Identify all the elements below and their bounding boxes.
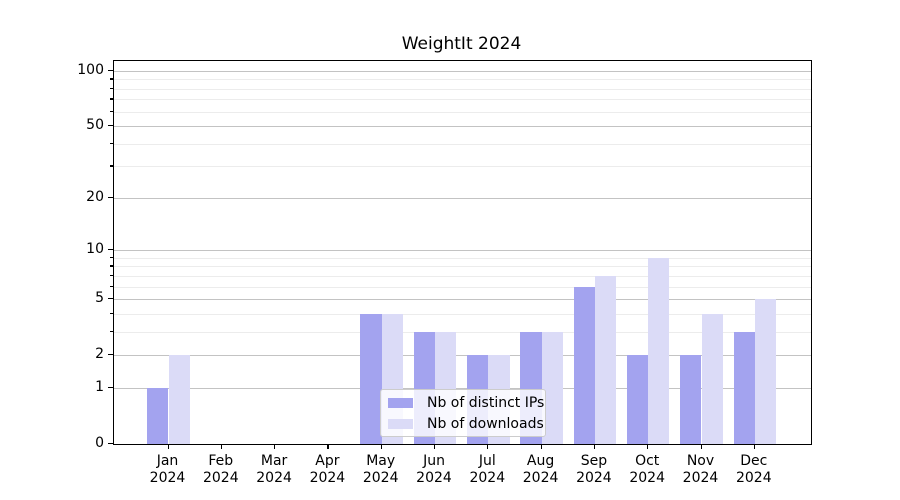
plot-area: Nb of distinct IPs Nb of downloads <box>113 60 812 445</box>
gridline-minor <box>114 266 811 268</box>
bar-downloads-oct <box>648 257 670 444</box>
gridline-major <box>114 355 811 357</box>
y-tick-mark-minor <box>110 274 113 277</box>
gridline-major <box>114 299 811 301</box>
bar-downloads-aug <box>541 331 563 444</box>
x-tick-mark <box>700 444 702 449</box>
y-tick-label: 5 <box>95 290 104 307</box>
y-tick-mark-minor <box>110 312 113 315</box>
gridline-minor <box>114 111 811 113</box>
y-tick-mark-minor <box>110 285 113 287</box>
x-tick-label-jul: Jul 2024 <box>469 453 506 486</box>
chart-title: WeightIt 2024 <box>401 34 522 54</box>
x-tick-mark <box>540 444 542 449</box>
x-tick-mark <box>274 444 276 449</box>
legend-item-downloads: Nb of downloads <box>388 416 544 432</box>
x-tick-mark <box>434 444 436 449</box>
y-tick-mark-minor <box>110 256 113 259</box>
gridline-major <box>114 250 811 252</box>
y-tick-mark <box>108 249 113 251</box>
x-tick-mark <box>593 444 596 449</box>
bar-ips-dec <box>733 331 755 444</box>
bar-downloads-nov <box>701 313 723 444</box>
y-tick-mark-minor <box>110 87 113 90</box>
x-tick-label-aug: Aug 2024 <box>522 453 559 486</box>
gridline-minor <box>114 331 811 333</box>
gridline-minor <box>114 99 811 101</box>
x-tick-label-mar: Mar 2024 <box>256 453 292 486</box>
gridline-minor <box>114 286 811 288</box>
bar-downloads-dec <box>754 299 777 444</box>
x-tick-label-jun: Jun 2024 <box>416 453 452 486</box>
legend: Nb of distinct IPs Nb of downloads <box>380 389 546 437</box>
bar-ips-nov <box>680 355 702 444</box>
gridline-minor <box>114 313 811 315</box>
x-tick-label-nov: Nov 2024 <box>682 453 719 486</box>
gridline-major <box>114 126 811 128</box>
gridline-major <box>114 387 811 389</box>
y-tick-label: 100 <box>77 62 104 78</box>
y-tick-mark-minor <box>110 110 113 112</box>
x-tick-label-may: May 2024 <box>362 453 399 486</box>
gridline-minor <box>114 166 811 168</box>
legend-label-distinct-ips: Nb of distinct IPs <box>427 394 545 411</box>
y-tick-label: 0 <box>95 435 104 451</box>
x-tick-mark <box>647 444 649 449</box>
x-tick-label-sep: Sep 2024 <box>576 453 612 486</box>
gridline-minor <box>114 257 811 259</box>
y-tick-mark-minor <box>110 265 113 267</box>
y-tick-mark <box>108 354 113 356</box>
bar-ips-may <box>360 313 382 444</box>
x-tick-mark <box>380 444 382 449</box>
legend-swatch-downloads <box>388 418 413 429</box>
bar-downloads-jan <box>168 355 190 444</box>
gridline-minor <box>114 275 811 277</box>
gridline-major <box>114 197 811 199</box>
y-tick-label: 1 <box>95 378 104 395</box>
gridline-minor <box>114 79 811 81</box>
x-tick-label-apr: Apr 2024 <box>309 453 346 486</box>
y-tick-label: 10 <box>86 241 104 258</box>
x-tick-mark <box>753 444 755 449</box>
y-tick-label: 20 <box>86 188 104 205</box>
y-tick-mark <box>108 196 113 199</box>
y-tick-mark <box>108 70 113 72</box>
y-tick-label: 50 <box>86 117 104 134</box>
y-tick-mark <box>108 443 113 445</box>
y-tick-mark <box>108 386 113 389</box>
y-tick-mark-minor <box>110 78 113 80</box>
gridline-minor <box>114 143 811 145</box>
y-tick-mark-minor <box>110 142 113 145</box>
bar-ips-oct <box>626 355 649 444</box>
x-tick-label-feb: Feb 2024 <box>202 453 239 486</box>
legend-swatch-distinct-ips <box>388 397 413 408</box>
bar-ips-sep <box>573 286 595 444</box>
x-tick-mark <box>167 444 169 449</box>
x-tick-label-dec: Dec 2024 <box>735 453 772 486</box>
y-tick-mark-minor <box>110 98 113 100</box>
bar-ips-jan <box>147 387 169 444</box>
x-tick-mark <box>487 444 489 449</box>
gridline-minor <box>114 88 811 90</box>
x-tick-label-jan: Jan 2024 <box>149 453 186 486</box>
bar-downloads-sep <box>594 275 617 444</box>
legend-label-downloads: Nb of downloads <box>427 415 544 432</box>
y-tick-mark <box>108 125 113 127</box>
y-tick-label: 2 <box>95 346 104 363</box>
gridline-major <box>114 71 811 72</box>
x-tick-mark <box>220 444 222 449</box>
y-tick-mark-minor <box>110 330 113 333</box>
y-tick-mark-minor <box>110 165 113 167</box>
y-tick-mark <box>108 298 113 300</box>
x-tick-mark <box>327 444 329 449</box>
x-tick-label-oct: Oct 2024 <box>629 453 665 486</box>
legend-item-distinct-ips: Nb of distinct IPs <box>388 395 544 411</box>
